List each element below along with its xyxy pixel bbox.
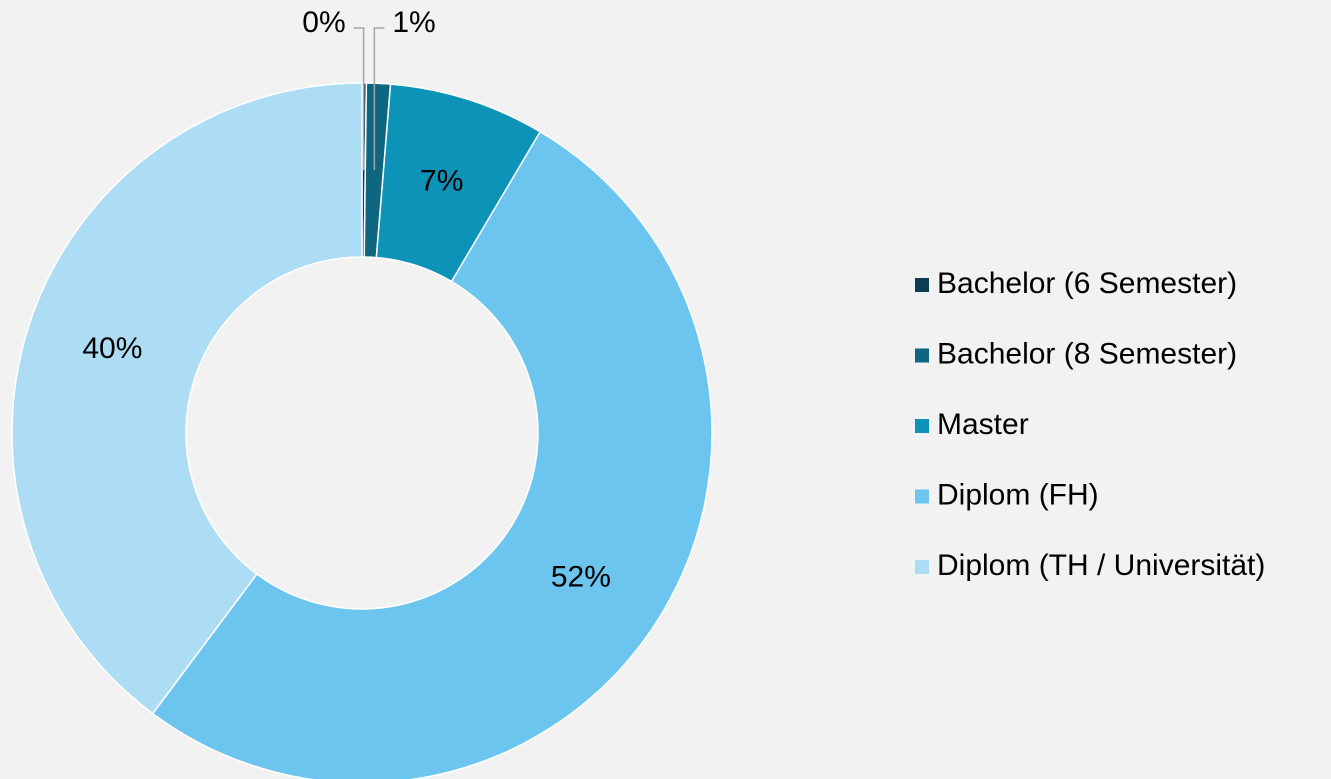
leader-line (353, 27, 365, 171)
legend-label: Bachelor (8 Semester) (937, 337, 1237, 370)
legend-swatch (915, 489, 929, 504)
leader-line (373, 27, 385, 171)
data-label: 52% (551, 561, 611, 594)
legend-label: Master (937, 408, 1029, 441)
slice (151, 130, 713, 779)
legend-swatch (915, 560, 929, 574)
legend-label: Diplom (TH / Universität) (937, 549, 1265, 582)
slice (11, 82, 363, 715)
legend-swatch (915, 278, 929, 292)
legend-label: Diplom (FH) (937, 478, 1099, 511)
data-label: 1% (392, 6, 435, 39)
legend-swatch (915, 419, 929, 433)
data-label: 7% (420, 164, 463, 197)
legend-label: Bachelor (6 Semester) (937, 267, 1237, 300)
data-label: 0% (302, 6, 345, 39)
data-label: 40% (82, 332, 142, 365)
legend-swatch (915, 348, 929, 363)
